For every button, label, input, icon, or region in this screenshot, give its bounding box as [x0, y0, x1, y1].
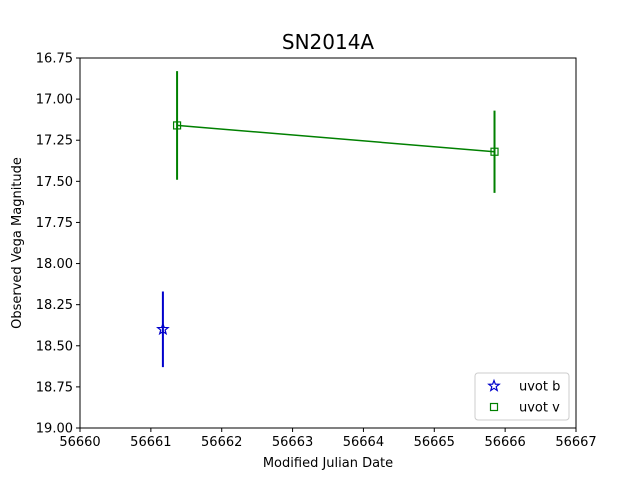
series-1	[172, 71, 499, 193]
y-tick-label: 17.75	[36, 216, 73, 231]
y-tick-label: 17.00	[36, 93, 73, 108]
y-tick-label: 17.25	[36, 134, 73, 149]
x-axis: 56660 56661 56662 56663 56664 56665 56666 56667	[59, 428, 597, 450]
x-tick-label: 56662	[201, 435, 242, 450]
legend-marker	[487, 378, 501, 392]
y-tick-label: 19.00	[36, 422, 73, 437]
chart-title: SN2014A	[282, 30, 375, 54]
y-axis-label: Observed Vega Magnitude	[10, 157, 25, 329]
x-tick-label: 56667	[555, 435, 596, 450]
legend-label: uvot v	[519, 401, 560, 416]
series-line	[177, 124, 495, 153]
legend-label: uvot b	[519, 380, 560, 395]
y-tick-label: 18.50	[36, 339, 73, 354]
data-point	[172, 121, 182, 130]
x-tick-label: 56661	[130, 435, 171, 450]
x-tick-label: 56666	[484, 435, 525, 450]
y-tick-label: 17.50	[36, 175, 73, 190]
legend-marker	[489, 402, 499, 412]
y-tick-label: 18.00	[36, 257, 73, 272]
y-tick-label: 16.75	[36, 52, 73, 67]
y-tick-label: 18.75	[36, 380, 73, 395]
data-point	[490, 147, 499, 156]
y-axis: 16.75 17.00 17.25 17.50 17.75 18.00 18.25 18.50…	[36, 52, 80, 437]
series-0	[156, 291, 170, 368]
x-axis-label: Modified Julian Date	[263, 456, 393, 471]
x-tick-label: 56664	[343, 435, 384, 450]
data-point	[156, 322, 170, 336]
x-tick-label: 56665	[414, 435, 455, 450]
data-series	[156, 71, 499, 368]
x-tick-label: 56663	[272, 435, 313, 450]
x-tick-label: 56660	[59, 435, 100, 450]
y-tick-label: 18.25	[36, 298, 73, 313]
legend: uvot b uvot v	[474, 372, 570, 421]
